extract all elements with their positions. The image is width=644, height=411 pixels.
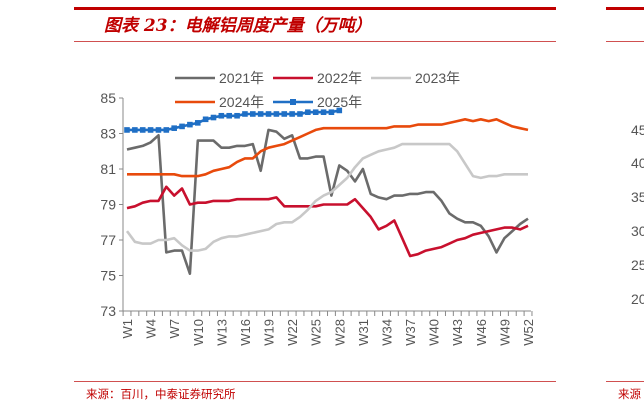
legend-label: 2025年 [317, 94, 362, 110]
x-tick-label: W46 [474, 319, 489, 346]
legend: 2021年 2022年 2023年 2024年 2025年 [175, 70, 460, 110]
series-line-2021年 [126, 128, 529, 275]
data-point-marker [312, 109, 319, 115]
x-tick-label: W10 [191, 319, 206, 346]
x-tick-label: W37 [403, 319, 418, 346]
data-point-marker [202, 116, 209, 123]
right-panel-source-note: 来源 [618, 387, 641, 401]
data-point-marker [328, 109, 335, 115]
right-panel-title-rule [606, 41, 644, 42]
series-line-2022年 [126, 185, 529, 258]
x-tick-label: W34 [379, 319, 394, 346]
data-point-marker [265, 111, 272, 117]
legend-label: 2023年 [415, 70, 460, 86]
series-line-2025年 [127, 109, 340, 132]
data-point-marker [320, 109, 327, 115]
x-tick-label: W16 [238, 319, 253, 346]
x-tick-label: W40 [427, 319, 442, 346]
right-panel-y-tick: 45 [631, 122, 644, 138]
data-point-marker [187, 121, 193, 128]
y-tick-label: 77 [100, 232, 116, 248]
x-tick-label: W19 [262, 319, 277, 346]
x-tick-label: W43 [450, 319, 465, 346]
data-point-marker [242, 111, 248, 117]
legend-label: 2021年 [219, 70, 264, 86]
data-point-marker [297, 111, 303, 117]
line-chart: 73 75 77 79 81 83 85 W1 W4 W7 W10 W13 W16 W19 W22 W25 W2… [100, 70, 536, 346]
data-point-marker [124, 127, 130, 133]
x-tick-label: W22 [285, 319, 300, 346]
chart-title: 图表 23：电解铝周度产量（万吨） [104, 16, 372, 36]
series-lines [124, 107, 529, 275]
right-panel-y-tick: 20 [631, 291, 644, 307]
title-bottom-rule [74, 41, 556, 42]
right-panel-source-rule [606, 381, 644, 382]
data-point-marker [226, 112, 233, 119]
data-point-marker [210, 114, 217, 121]
right-panel-y-tick: 30 [631, 223, 644, 239]
data-point-marker [257, 111, 264, 117]
legend-label: 2024年 [219, 94, 264, 110]
y-tick-label: 73 [100, 303, 116, 319]
data-point-marker [179, 123, 185, 130]
series-line-2023年 [125, 142, 528, 252]
data-point-marker [218, 112, 225, 119]
data-point-marker [336, 107, 343, 114]
series-line-2024年 [127, 118, 529, 178]
data-point-marker [139, 127, 146, 133]
y-tick-label: 81 [100, 161, 116, 177]
data-point-marker [194, 120, 201, 126]
data-point-marker [281, 111, 288, 117]
title-top-rule [74, 7, 556, 10]
x-tick-label: W49 [497, 319, 512, 346]
y-tick-label: 85 [100, 90, 116, 106]
data-point-marker [132, 127, 138, 133]
axes: 73 75 77 79 81 83 85 W1 W4 W7 W10 W13 W16 W19 W22 W25 W2… [100, 90, 536, 346]
data-point-marker [305, 109, 311, 115]
x-tick-label: W7 [167, 319, 182, 339]
right-panel-y-tick: 35 [631, 189, 644, 205]
data-point-marker [147, 127, 154, 133]
right-panel-y-tick: 25 [631, 257, 644, 273]
data-point-marker [155, 127, 162, 133]
y-tick-label: 79 [100, 197, 116, 213]
data-point-marker [234, 112, 240, 119]
x-tick-label: W1 [120, 319, 135, 339]
x-tick-label: W31 [356, 319, 371, 346]
data-point-marker [250, 111, 256, 117]
legend-marker [290, 99, 296, 105]
data-point-marker [171, 125, 177, 131]
data-point-marker [289, 111, 295, 117]
y-tick-label: 75 [100, 268, 116, 284]
x-tick-label: W25 [309, 319, 324, 346]
x-tick-label: W4 [144, 319, 159, 339]
data-point-marker [163, 127, 170, 133]
legend-label: 2022年 [317, 70, 362, 86]
right-panel-top-rule [606, 7, 644, 10]
x-tick-label: W52 [521, 319, 536, 346]
right-panel-y-tick: 40 [631, 155, 644, 171]
source-note: 来源：百川，中泰证券研究所 [86, 387, 236, 401]
x-tick-label: W28 [332, 319, 347, 346]
x-tick-label: W13 [214, 319, 229, 346]
data-point-marker [273, 111, 280, 117]
source-rule [74, 381, 556, 382]
y-tick-label: 83 [100, 126, 116, 142]
